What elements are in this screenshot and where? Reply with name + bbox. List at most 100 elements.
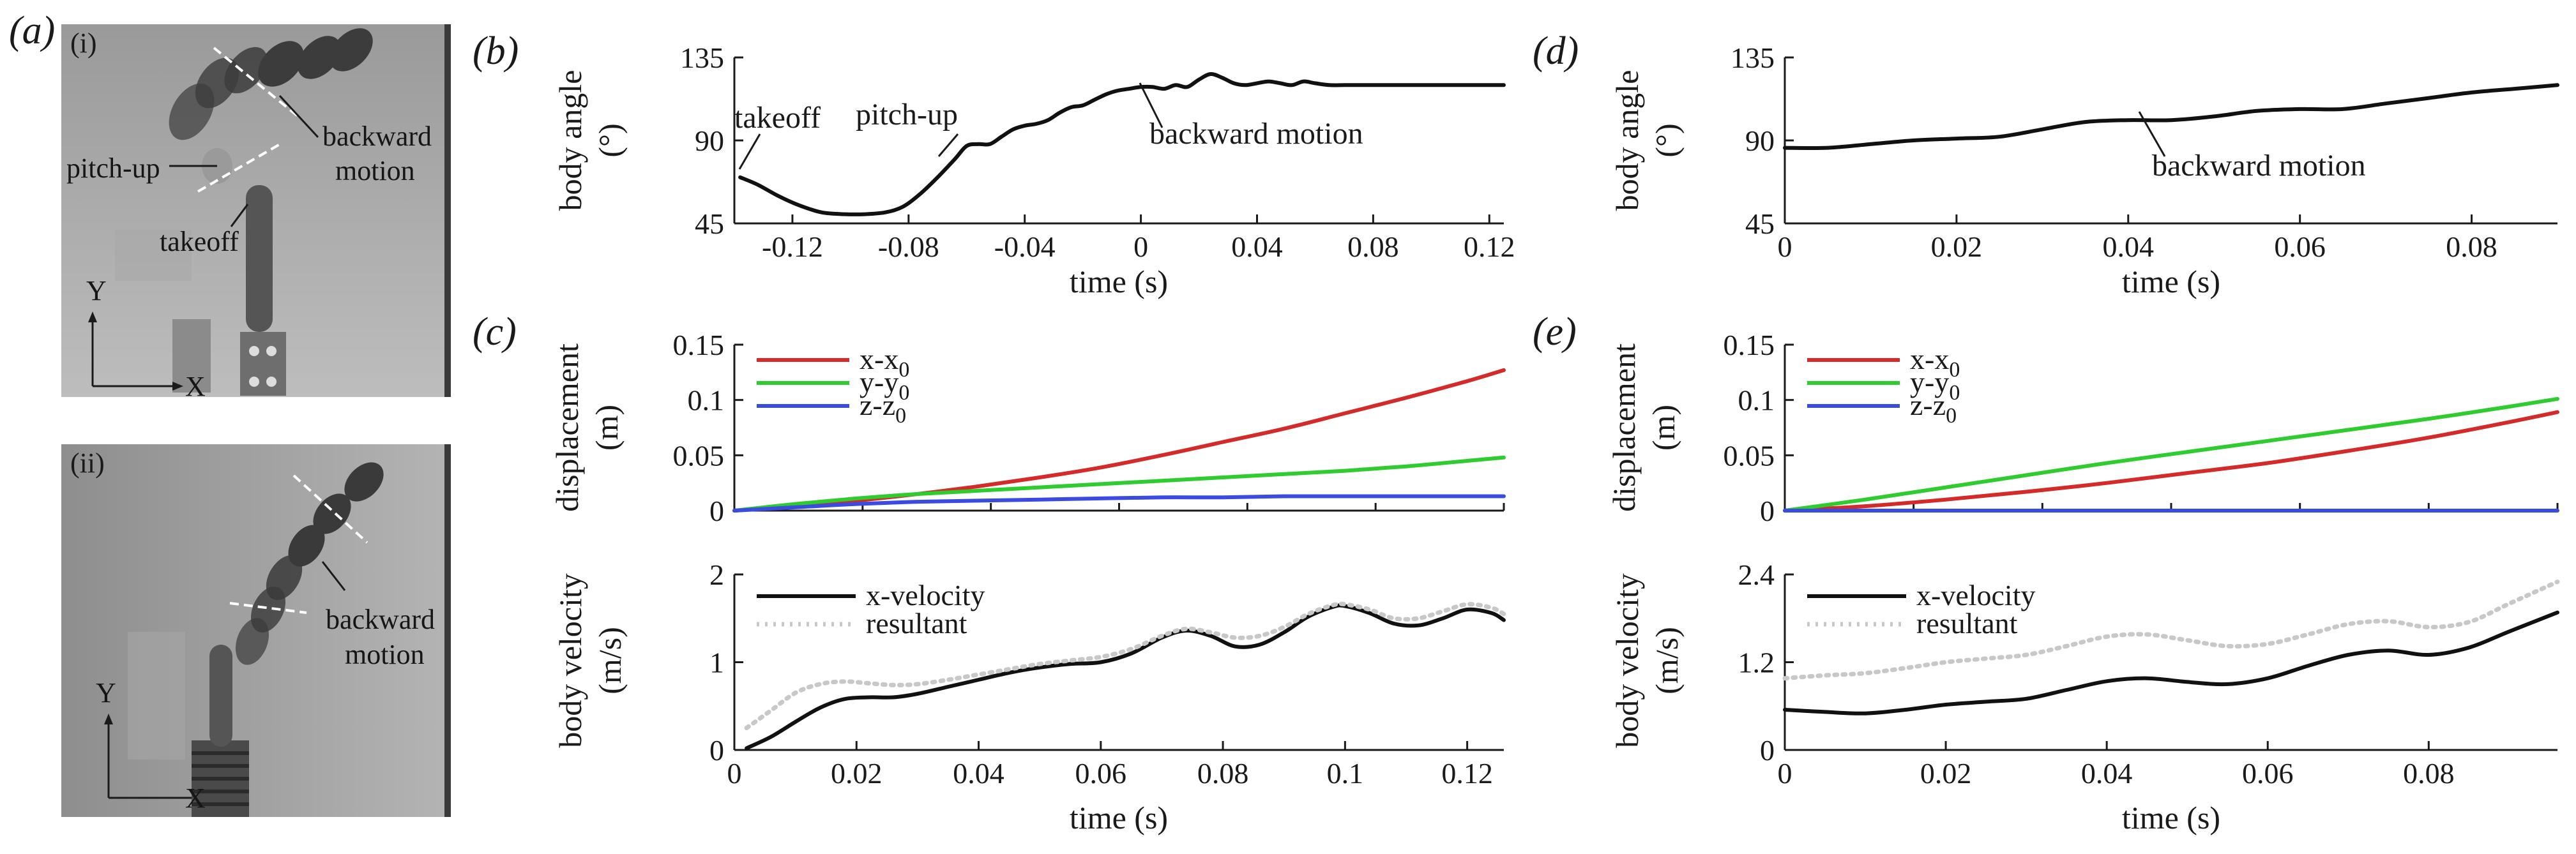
series-line-resultant: [1782, 580, 2560, 681]
y-axis-label-text: body velocity: [552, 573, 588, 748]
annotation-label: backward motion: [1149, 117, 1363, 151]
photo-ii-edge: [444, 444, 451, 817]
legend-subscript: 0: [898, 358, 909, 382]
annotation-leader-line: [937, 133, 959, 157]
x-tick-label: 0.04: [2103, 230, 2155, 263]
y-tick-label: 0: [709, 495, 724, 527]
series-line-y-y0: [732, 455, 1506, 513]
arrowhead-icon: [88, 311, 97, 322]
x-tick-label: 0: [727, 757, 742, 790]
insect-sequence: [235, 462, 384, 665]
y-axis-label-text: displacement: [1606, 343, 1642, 512]
legend-label: y-y0: [860, 366, 909, 405]
y-axis-unit: (m/s): [592, 627, 628, 694]
screw-icon: [249, 346, 259, 356]
annotation-pitch-up: pitch-up: [66, 153, 160, 184]
y-axis-label-text: body velocity: [1609, 573, 1645, 748]
y-axis-label: body velocity (m/s): [552, 573, 628, 748]
y-tick-label: 0.05: [673, 439, 725, 472]
annotation-label: takeoff: [734, 101, 821, 135]
dashed-marker-line: [229, 602, 307, 614]
panel-label-b: (b): [473, 29, 519, 73]
y-tick-label: 0.05: [1724, 439, 1775, 472]
legend-label: x-x0: [1910, 343, 1960, 382]
series-line-body-angle: [1783, 83, 2559, 150]
legend-label: z-z0: [860, 389, 906, 428]
legend-label: y-y0: [1910, 366, 1960, 405]
legend-label: z-z0: [1910, 389, 1957, 428]
y-tick-label: 45: [1745, 207, 1775, 240]
annotation-motion: motion: [345, 639, 425, 670]
legend-label: resultant: [866, 607, 967, 640]
y-tick-label: 1: [709, 647, 724, 679]
y-axis-label: displacement (m): [1606, 343, 1681, 512]
legend-label: x-x0: [860, 343, 909, 382]
annotation-leader-line: [738, 133, 761, 170]
photo-i-edge: [444, 24, 451, 397]
x-tick-label: -0.04: [994, 230, 1056, 263]
screw-icon: [266, 377, 277, 387]
y-tick-label: 90: [1745, 124, 1775, 157]
legend-label-text: x-x: [1910, 343, 1949, 375]
x-tick-label: 0.08: [2446, 230, 2497, 263]
legend-subscript: 0: [1949, 358, 1960, 382]
dashed-marker-line: [213, 47, 301, 119]
y-axis-label-text: displacement: [549, 343, 585, 512]
legend-label-text: x-x: [860, 343, 898, 375]
x-tick-label: 0.04: [2081, 757, 2133, 790]
leader-line: [278, 94, 319, 139]
x-tick-label: 0.06: [1075, 757, 1127, 790]
series-line-z-z0: [732, 494, 1506, 513]
x-axis-label: time (s): [1070, 800, 1168, 835]
legend-label: x-velocity: [1916, 579, 2036, 611]
x-axis-label: time (s): [1070, 264, 1168, 299]
legend-label-text: z-z: [860, 389, 895, 421]
chart-e-displacement: 0 0.05 0.1 0.15 displacement (m) x-x0y-y0z-z0: [1606, 329, 2559, 527]
x-tick-label: 0.02: [1931, 230, 1983, 263]
x-tick-label: 0.02: [1920, 757, 1972, 790]
series-line-x-x0: [732, 368, 1506, 513]
legend-label: x-velocity: [866, 579, 985, 611]
y-tick-label: 45: [695, 207, 724, 240]
x-tick-label: -0.08: [878, 230, 939, 263]
y-axis-unit: (°): [592, 123, 628, 157]
y-axis-unit: (m): [1646, 405, 1681, 451]
legend-label-text: resultant: [866, 607, 967, 640]
y-axis-label-text: body angle: [1609, 70, 1645, 211]
arrowhead-icon: [172, 382, 183, 391]
panel-label-e: (e): [1533, 310, 1577, 354]
photo-i-roman: (i): [70, 27, 97, 59]
series-line-y-y0: [1783, 396, 2559, 513]
series-line-body-angle: [738, 71, 1506, 216]
x-tick-label: 0.1: [1327, 757, 1364, 790]
annotation-backward: backward: [322, 121, 432, 152]
x-tick-label: 0: [1133, 230, 1148, 263]
annotation-label: backward motion: [2152, 149, 2366, 183]
y-axis-label: body velocity (m/s): [1609, 573, 1685, 748]
y-tick-label: 2: [709, 558, 724, 591]
x-tick-label: 0.08: [1197, 757, 1249, 790]
y-tick-label: 1.2: [1738, 647, 1775, 679]
y-axis-unit: (°): [1649, 123, 1685, 157]
chart-b-body-angle: 45 90 135 -0.12 -0.08 -0.04 0 0.04 0.08 0.12 body …: [552, 41, 1515, 299]
annotation-leader-line: [2138, 111, 2166, 157]
photo-ii: (ii) backward motion Y X: [61, 444, 451, 817]
series-line-x-velocity: [1783, 610, 2559, 715]
y-tick-label: 0: [1760, 734, 1775, 767]
photo-i: (i) pitch-up backward motion takeoff Y X: [61, 24, 451, 402]
y-tick-label: 0.15: [1724, 329, 1775, 361]
chart-e-body-velocity: 0 1.2 2.4 0 0.02 0.04 0.06 0.08 body velocity (m/…: [1609, 558, 2560, 835]
y-tick-label: 135: [680, 41, 724, 74]
takeoff-perch: [246, 185, 273, 332]
y-tick-label: 0.15: [673, 329, 725, 361]
y-tick-label: 0.1: [1738, 384, 1775, 417]
y-tick-label: 0.1: [688, 384, 725, 417]
photo-i-axis-x: X: [185, 371, 206, 402]
photo-i-axis-y: Y: [86, 275, 107, 306]
y-axis-label-text: body angle: [552, 70, 588, 211]
dashed-marker-line: [292, 474, 368, 544]
y-tick-label: 0: [709, 734, 724, 767]
panel-label-c: (c): [473, 310, 517, 354]
chart-c-body-velocity: 0 1 2 0 0.02 0.04 0.06 0.08 0.1 0.12 body velocity…: [552, 558, 1506, 835]
